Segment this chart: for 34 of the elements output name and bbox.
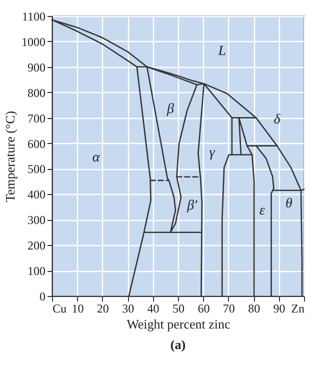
annotation: δ [274,112,281,128]
annotation: θ [285,196,292,212]
x-tick-label: Zn [291,302,304,316]
x-tick-label: 10 [72,302,84,316]
annotation: β′ [186,198,198,214]
x-tick-label: 20 [96,302,109,316]
x-tick-label: 50 [172,302,184,316]
y-tick-label: 0 [40,290,46,304]
y-tick-label: 600 [28,136,46,151]
y-tick-label: 300 [28,213,46,228]
y-tick-label: 1100 [22,10,46,24]
y-tick-label: 100 [28,264,46,278]
y-tick-label: 800 [28,86,46,100]
x-tick-label: 80 [248,302,260,316]
y-axis-title: Temperature (°C) [2,110,18,202]
annotation: L [217,44,226,59]
x-axis-title: Weight percent zinc [126,316,231,332]
y-tick-label: 900 [28,60,46,74]
y-tick-label: 200 [28,238,46,253]
y-tick-label: 700 [28,111,46,126]
y-tick-label: 1000 [22,34,46,49]
x-tick-label: 90 [273,302,286,316]
annotation: ε [259,203,266,218]
x-tick-label: 70 [222,302,235,316]
annotation: α [92,150,100,166]
x-tick-label: Cu [52,302,67,316]
y-tick-label: 500 [28,162,46,176]
annotation: γ [209,145,216,160]
annotation: β [166,102,174,117]
y-tick-label: 400 [28,188,46,202]
text: (a) [170,337,186,352]
x-tick-label: 60 [198,302,210,316]
x-tick-label: 30 [122,302,134,316]
x-tick-label: 40 [147,302,160,316]
